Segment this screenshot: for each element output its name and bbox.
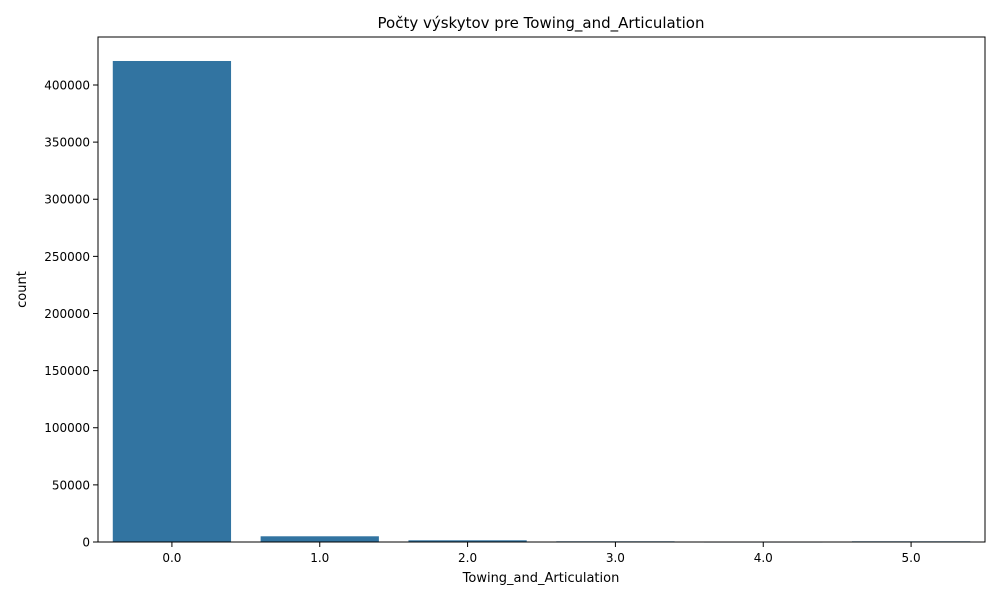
y-tick-label: 200000 xyxy=(44,307,90,321)
y-axis-label: count xyxy=(15,271,30,308)
y-tick-label: 0 xyxy=(82,536,90,550)
x-tick-label: 5.0 xyxy=(902,551,921,565)
y-tick-label: 350000 xyxy=(44,136,90,150)
x-axis: 0.0 1.0 2.0 3.0 4.0 5.0 xyxy=(162,542,921,565)
y-tick-label: 250000 xyxy=(44,250,90,264)
x-tick-label: 3.0 xyxy=(606,551,625,565)
y-tick-label: 150000 xyxy=(44,364,90,378)
plot-frame xyxy=(97,36,986,543)
bar-2-0 xyxy=(408,540,527,542)
x-tick-label: 0.0 xyxy=(162,551,181,565)
y-tick-label: 100000 xyxy=(44,421,90,435)
chart-title: Počty výskytov pre Towing_and_Articulati… xyxy=(378,14,705,33)
y-tick-label: 300000 xyxy=(44,193,90,207)
y-tick-label: 50000 xyxy=(52,478,90,492)
bars-group xyxy=(112,60,971,543)
y-tick-label: 400000 xyxy=(44,78,90,92)
y-axis: 0 50000 100000 150000 200000 250000 300000 3500… xyxy=(44,78,98,550)
x-tick-label: 2.0 xyxy=(458,551,477,565)
bar-0-0 xyxy=(112,60,232,543)
bar-1-0 xyxy=(260,536,379,542)
x-axis-label: Towing_and_Articulation xyxy=(462,571,620,586)
x-tick-label: 4.0 xyxy=(754,551,773,565)
x-tick-label: 1.0 xyxy=(310,551,329,565)
